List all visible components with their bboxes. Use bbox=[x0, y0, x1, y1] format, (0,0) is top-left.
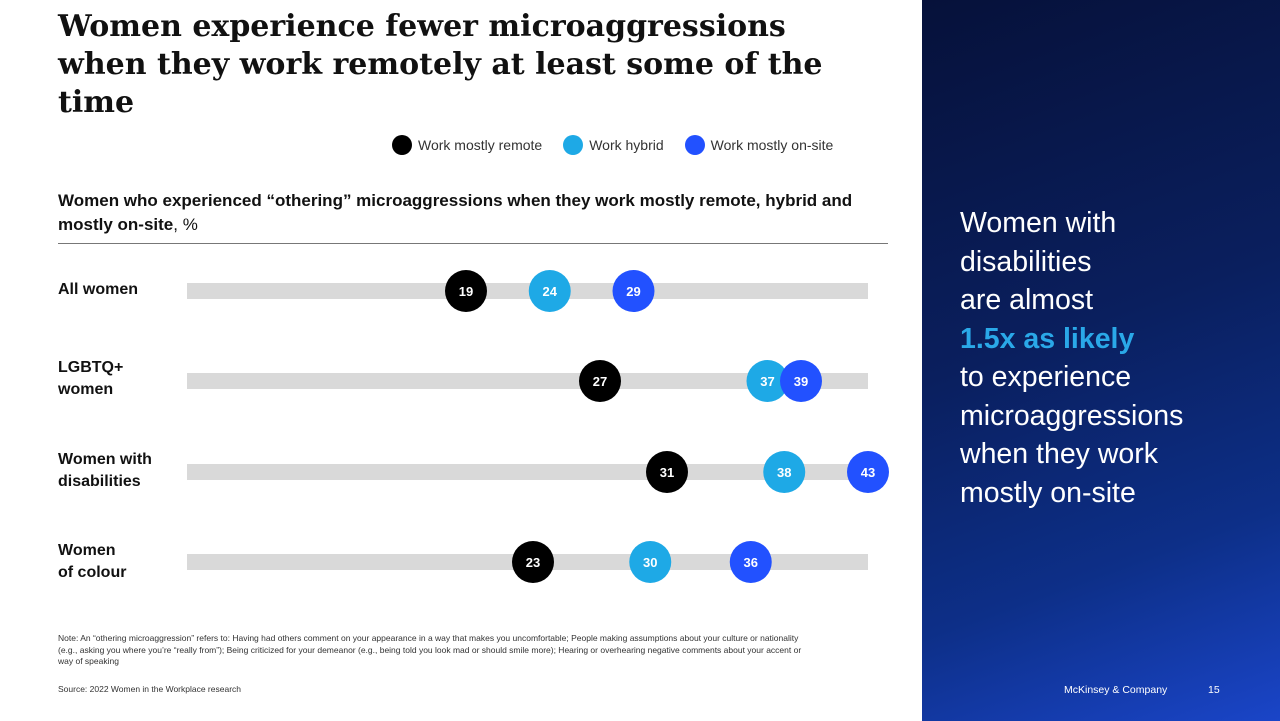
legend-item-onsite: Work mostly on-site bbox=[684, 135, 834, 155]
category-label-women-of-colour: Women of colour bbox=[58, 542, 127, 581]
dot-value-label: 39 bbox=[794, 374, 808, 389]
dot-hybrid bbox=[528, 270, 571, 312]
slide-title: Women experience fewer microaggressions … bbox=[58, 9, 823, 120]
legend-label-onsite: Work mostly on-site bbox=[710, 137, 834, 153]
dot-remote bbox=[646, 451, 688, 493]
legend-swatch-hybrid bbox=[563, 135, 584, 155]
dot-hybrid bbox=[746, 360, 789, 402]
dot-value-label: 27 bbox=[593, 374, 607, 389]
legend-swatch-remote bbox=[392, 135, 412, 155]
dot-onsite bbox=[729, 541, 772, 583]
dot-value-label: 36 bbox=[744, 555, 758, 570]
callout-panel: Women with disabilities are almost 1.5x … bbox=[922, 0, 1280, 721]
dot-value-label: 30 bbox=[643, 555, 657, 570]
chart-legend: Work mostly remote Work hybrid Work most… bbox=[392, 135, 833, 155]
legend-label-hybrid: Work hybrid bbox=[589, 137, 664, 153]
footer-brand: McKinsey & Company bbox=[1064, 684, 1168, 696]
row-track bbox=[187, 464, 868, 480]
dot-plot: 19 24 29 27 37 39 31 38 43 23 30 36 bbox=[187, 270, 889, 583]
dot-remote bbox=[445, 270, 487, 312]
callout-text: Women with disabilities are almost 1.5x … bbox=[960, 204, 1270, 512]
dot-value-label: 38 bbox=[777, 465, 791, 480]
dot-remote bbox=[579, 360, 621, 402]
dot-onsite bbox=[780, 360, 822, 402]
legend-item-hybrid: Work hybrid bbox=[563, 135, 664, 155]
category-label-lgbtq-women: LGBTQ+ women bbox=[58, 359, 124, 398]
footnote: Note: An “othering microaggression” refe… bbox=[58, 633, 802, 666]
callout-line-before: Women with disabilities are almost bbox=[960, 207, 1117, 316]
callout-line-after: to experience microaggressions when they… bbox=[960, 361, 1184, 509]
chart-subtitle: Women who experienced “othering” microag… bbox=[58, 189, 888, 244]
chart-unit: , % bbox=[173, 215, 198, 234]
dot-value-label: 43 bbox=[861, 465, 875, 480]
dot-hybrid bbox=[763, 451, 806, 493]
dot-value-label: 29 bbox=[626, 284, 640, 299]
row-track bbox=[187, 373, 868, 389]
category-label-women-with-disabilities: Women with disabilities bbox=[58, 451, 152, 490]
dot-remote bbox=[512, 541, 554, 583]
dot-value-label: 37 bbox=[760, 374, 774, 389]
chart-subtitle-text: Women who experienced “othering” microag… bbox=[58, 191, 853, 234]
callout-highlight: 1.5x as likely bbox=[960, 322, 1135, 355]
chart-panel: Women experience fewer microaggressions … bbox=[58, 9, 889, 694]
legend-swatch-onsite bbox=[684, 135, 705, 155]
page-number: 15 bbox=[1208, 684, 1220, 696]
dot-onsite bbox=[847, 451, 889, 493]
category-label-all-women: All women bbox=[58, 281, 139, 298]
dot-value-label: 31 bbox=[660, 465, 674, 480]
dot-onsite bbox=[612, 270, 655, 312]
dot-value-label: 24 bbox=[543, 284, 558, 299]
legend-item-remote: Work mostly remote bbox=[392, 135, 542, 155]
row-track bbox=[187, 283, 868, 299]
source-note: Source: 2022 Women in the Workplace rese… bbox=[58, 684, 242, 694]
dot-value-label: 19 bbox=[459, 284, 473, 299]
legend-label-remote: Work mostly remote bbox=[418, 137, 543, 153]
dot-hybrid bbox=[629, 541, 672, 583]
dot-value-label: 23 bbox=[526, 555, 540, 570]
